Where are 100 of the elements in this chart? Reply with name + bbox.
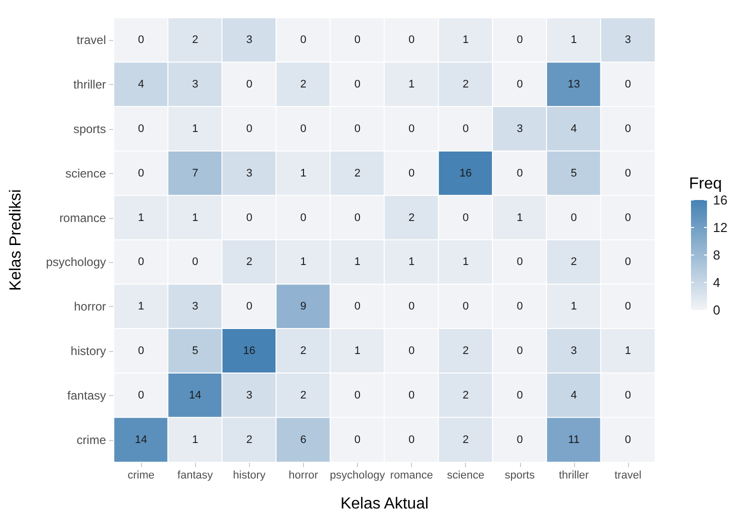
color-bar-label: 8 [713,248,720,262]
x-tick-label: fantasy [177,470,214,482]
data-label: 5 [570,167,577,180]
data-label: 2 [462,345,469,357]
data-label: 0 [138,256,144,268]
data-label: 2 [408,212,415,224]
x-tick-label: thriller [558,470,590,482]
data-label: 1 [192,434,198,446]
color-bar-label: 16 [713,192,728,208]
data-label: 0 [354,300,361,313]
data-label: 1 [462,34,469,46]
data-label: 0 [462,123,469,135]
y-tick-label: thriller [73,78,106,92]
data-label: 2 [192,34,198,46]
data-label: 0 [516,34,523,46]
data-label: 3 [246,389,252,402]
data-label: 2 [300,389,306,402]
y-tick-label: travel [76,33,106,48]
x-tick-label: horror [288,470,318,482]
y-tick-label: psychology [46,255,106,270]
data-label: 16 [460,167,472,180]
data-label: 0 [138,167,144,180]
data-label: 0 [516,345,523,357]
data-label: 1 [138,212,144,224]
data-label: 0 [570,212,577,224]
data-label: 0 [408,389,415,402]
data-label: 1 [408,78,415,91]
data-label: 0 [300,123,306,135]
data-label: 3 [516,123,523,135]
data-label: 0 [624,434,632,446]
x-tick-label: travel [614,470,642,482]
data-label: 2 [246,256,252,268]
data-label: 7 [192,167,198,180]
data-label: 1 [192,123,198,135]
data-label: 0 [354,123,361,135]
data-label: 0 [138,123,144,135]
data-label: 3 [624,34,632,46]
x-tick-label: romance [390,470,433,482]
data-label: 0 [408,123,415,135]
data-label: 0 [300,34,306,46]
data-label: 2 [462,389,469,402]
data-label: 0 [408,434,415,446]
data-label: 0 [246,300,252,313]
color-bar-title: Freq [689,176,722,192]
data-label: 0 [354,34,361,46]
data-label: 0 [192,256,198,268]
data-label: 0 [624,300,632,313]
y-tick-label: fantasy [67,388,106,402]
data-label: 3 [192,78,198,91]
data-label: 0 [138,345,144,357]
data-label: 0 [516,300,523,313]
y-tick-label: history [70,344,106,358]
y-tick-label: sports [73,122,106,136]
data-label: 0 [462,300,469,313]
data-label: 11 [568,434,580,446]
data-label: 9 [300,300,306,313]
data-label: 0 [624,256,632,268]
data-label: 0 [516,434,523,446]
data-label: 13 [568,78,580,91]
data-label: 4 [570,123,577,135]
data-label: 0 [408,167,415,180]
data-label: 0 [246,123,252,135]
y-tick-label: crime [76,432,106,447]
data-label: 0 [516,389,523,402]
data-label: 1 [138,300,144,313]
data-label: 0 [516,167,523,180]
data-label: 3 [246,34,252,46]
data-label: 1 [354,345,361,357]
color-bar-label: 12 [713,220,728,235]
data-label: 0 [300,212,306,224]
data-label: 0 [624,78,632,91]
x-tick-label: history [233,470,266,482]
y-tick-label: horror [74,300,106,314]
data-label: 0 [408,300,415,313]
color-bar-label: 4 [713,275,720,290]
color-bar-label: 0 [713,302,720,318]
x-axis-title: Kelas Aktual [340,496,429,512]
data-label: 1 [300,167,306,180]
data-label: 0 [516,256,523,268]
data-label: 14 [134,434,148,446]
data-label: 1 [516,212,523,224]
data-label: 0 [516,78,523,91]
data-label: 3 [246,167,252,180]
data-label: 6 [300,434,306,446]
data-label: 5 [192,345,198,357]
data-label: 0 [462,212,469,224]
data-label: 0 [408,34,415,46]
data-label: 2 [462,78,469,91]
data-label: 0 [246,78,252,91]
data-label: 2 [246,434,252,446]
x-tick-label: science [447,470,484,482]
data-label: 2 [570,256,577,268]
data-label: 1 [624,345,632,357]
data-label: 1 [300,256,306,268]
data-label: 1 [408,256,415,268]
data-label: 0 [624,389,632,402]
data-label: 1 [570,34,577,46]
data-label: 0 [408,345,415,357]
data-label: 0 [354,212,361,224]
data-label: 1 [570,300,577,313]
